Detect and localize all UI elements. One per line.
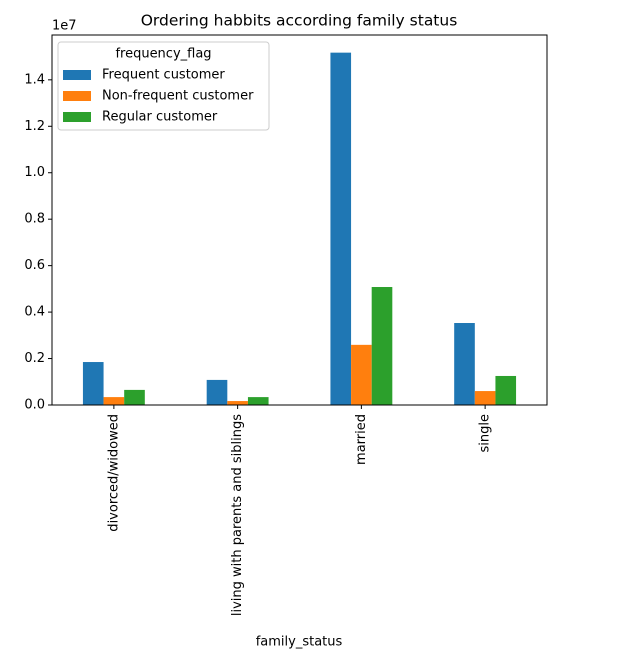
y-tick-label: 1.0 <box>24 165 45 180</box>
bar <box>351 344 372 405</box>
y-tick-label: 0.6 <box>24 258 45 273</box>
x-tick-label: divorced/widowed <box>106 414 121 532</box>
y-tick-label: 1.4 <box>24 72 45 87</box>
axis-scale-label: 1e7 <box>52 19 77 34</box>
bar <box>103 397 125 405</box>
y-tick-label: 0.0 <box>24 398 45 413</box>
x-tick-label: single <box>478 414 493 453</box>
legend-title: frequency_flag <box>115 47 211 62</box>
legend-label: Regular customer <box>102 110 218 125</box>
bar <box>206 379 228 405</box>
legend-swatch <box>63 112 91 122</box>
y-tick-label: 0.2 <box>24 351 45 366</box>
y-tick-label: 1.2 <box>24 119 45 134</box>
bar <box>247 397 269 405</box>
x-tick-label: living with parents and siblings <box>230 414 245 616</box>
legend-label: Non-frequent customer <box>102 89 254 104</box>
y-tick-label: 0.4 <box>24 305 45 320</box>
x-axis-label: family_status <box>256 635 343 650</box>
bar <box>454 323 475 405</box>
legend-label: Frequent customer <box>102 68 225 83</box>
bar <box>124 389 145 405</box>
legend-swatch <box>63 91 91 101</box>
y-tick-label: 0.8 <box>24 212 45 227</box>
bar <box>330 52 352 406</box>
bar <box>82 362 104 405</box>
legend-box <box>57 41 270 131</box>
bar <box>371 287 393 405</box>
bar <box>495 375 517 405</box>
chart-title: Ordering habbits according family status <box>141 12 458 30</box>
bar <box>227 401 248 405</box>
x-tick-label: married <box>354 414 369 465</box>
bar <box>474 391 496 405</box>
plot-frame <box>51 34 548 406</box>
legend-swatch <box>63 70 91 80</box>
